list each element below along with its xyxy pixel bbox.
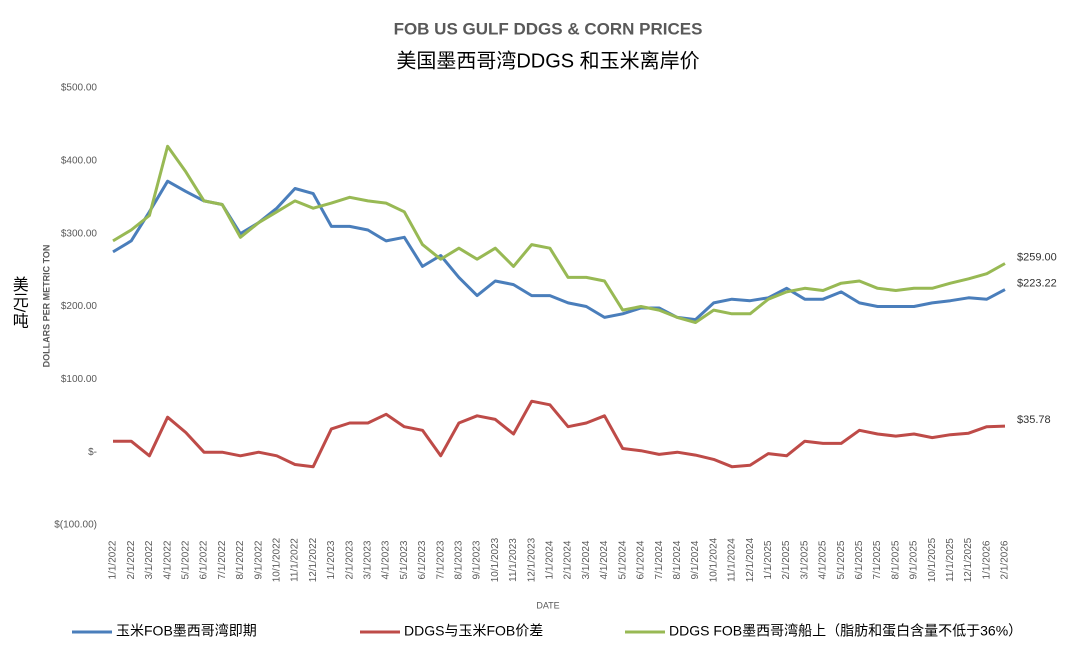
y-axis-label-cn: 美元/吨 [10, 276, 29, 329]
x-tick-label: 3/1/2022 [144, 540, 155, 579]
x-tick-label: 2/1/2022 [126, 540, 137, 579]
x-tick-label: 2/1/2025 [781, 540, 792, 579]
x-tick-label: 5/1/2022 [180, 540, 191, 579]
x-tick-label: 1/1/2022 [108, 540, 119, 579]
x-tick-label: 9/1/2025 [909, 540, 920, 579]
y-tick-label: $- [88, 447, 97, 458]
legend-label: DDGS与玉米FOB价差 [404, 623, 543, 639]
y-tick-label: $300.00 [61, 228, 98, 239]
x-tick-label: 11/1/2023 [508, 538, 519, 582]
legend-label: 玉米FOB墨西哥湾即期 [116, 623, 257, 639]
x-tick-label: 8/1/2023 [454, 540, 465, 579]
x-tick-label: 6/1/2024 [636, 540, 647, 579]
x-tick-label: 11/1/2025 [945, 538, 956, 582]
x-tick-label: 10/1/2022 [271, 537, 282, 582]
x-tick-label: 8/1/2022 [235, 540, 246, 579]
x-tick-label: 5/1/2024 [617, 540, 628, 579]
y-tick-label: $400.00 [61, 155, 98, 166]
x-tick-label: 4/1/2023 [381, 540, 392, 579]
x-tick-label: 12/1/2022 [308, 537, 319, 582]
x-tick-label: 8/1/2024 [672, 540, 683, 579]
y-axis-label: DOLLARS PER METRIC TON [41, 245, 51, 368]
x-tick-label: 6/1/2022 [199, 540, 210, 579]
x-tick-label: 2/1/2024 [563, 540, 574, 579]
x-tick-label: 12/1/2023 [526, 537, 537, 582]
series-line [112, 179, 1006, 322]
x-tick-label: 11/1/2024 [727, 538, 738, 582]
x-axis-label: DATE [536, 600, 559, 610]
legend-label: DDGS FOB墨西哥湾船上（脂肪和蛋白含量不低于36%） [669, 623, 1022, 639]
y-tick-label: $500.00 [61, 83, 98, 94]
chart-title: FOB US GULF DDGS & CORN PRICES [394, 19, 703, 38]
x-tick-label: 8/1/2025 [890, 540, 901, 579]
series-line [112, 144, 1006, 324]
x-tick-label: 10/1/2025 [927, 537, 938, 582]
x-tick-label: 5/1/2025 [836, 540, 847, 579]
x-tick-label: 10/1/2023 [490, 537, 501, 582]
series-line [113, 399, 1006, 469]
x-tick-label: 7/1/2024 [654, 540, 665, 579]
x-tick-label: 4/1/2022 [162, 540, 173, 579]
x-tick-label: 1/1/2026 [981, 540, 992, 579]
y-tick-label: $200.00 [61, 301, 98, 312]
end-value-label: $223.22 [1017, 277, 1057, 289]
y-tick-label: $100.00 [61, 374, 98, 385]
x-tick-label: 1/1/2023 [326, 540, 337, 579]
x-tick-label: 3/1/2025 [799, 540, 810, 579]
x-tick-label: 11/1/2022 [290, 538, 301, 582]
x-tick-label: 2/1/2026 [1000, 540, 1011, 579]
y-tick-label: $(100.00) [54, 520, 97, 531]
x-tick-label: 7/1/2022 [217, 540, 228, 579]
chart-subtitle: 美国墨西哥湾DDGS 和玉米离岸价 [396, 49, 699, 72]
x-tick-label: 3/1/2023 [362, 540, 373, 579]
x-tick-label: 7/1/2023 [435, 540, 446, 579]
x-tick-label: 7/1/2025 [872, 540, 883, 579]
x-tick-label: 6/1/2025 [854, 540, 865, 579]
x-tick-label: 2/1/2023 [344, 540, 355, 579]
x-tick-label: 1/1/2025 [763, 540, 774, 579]
x-tick-label: 9/1/2024 [690, 540, 701, 579]
x-tick-label: 12/1/2024 [745, 537, 756, 582]
x-tick-label: 4/1/2025 [818, 540, 829, 579]
x-tick-label: 5/1/2023 [399, 540, 410, 579]
x-tick-label: 1/1/2024 [545, 540, 556, 579]
end-value-label: $35.78 [1017, 414, 1051, 426]
x-tick-label: 9/1/2023 [472, 540, 483, 579]
x-tick-label: 10/1/2024 [708, 537, 719, 582]
x-tick-label: 9/1/2022 [253, 540, 264, 579]
x-tick-label: 4/1/2024 [599, 540, 610, 579]
x-tick-label: 3/1/2024 [581, 540, 592, 579]
x-tick-label: 6/1/2023 [417, 540, 428, 579]
end-value-label: $259.00 [1017, 251, 1057, 263]
x-tick-label: 12/1/2025 [963, 537, 974, 582]
